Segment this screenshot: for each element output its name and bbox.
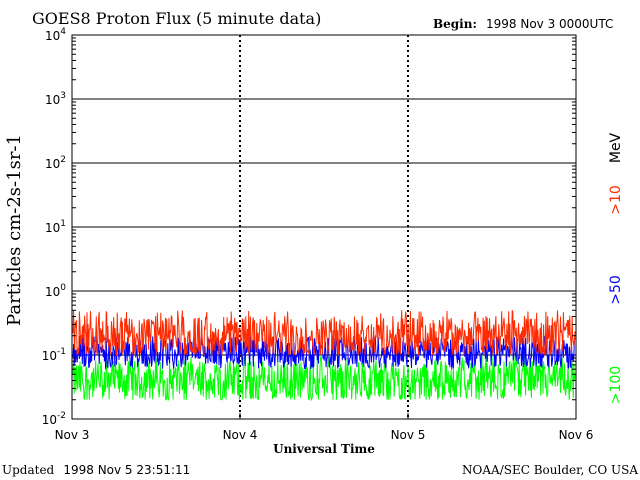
y-tick-label: 104 (45, 27, 66, 43)
y-tick-label: 100 (45, 283, 66, 299)
y-tick-base: 10 (45, 157, 60, 171)
y-tick-exponent: 1 (60, 219, 66, 229)
y-tick-base: 10 (45, 285, 60, 299)
y-tick-label: 103 (45, 91, 66, 107)
x-tick-label: Nov 3 (55, 428, 90, 442)
series-layer (72, 310, 576, 402)
legend-entry: >10 (608, 185, 624, 215)
x-axis-ticks: Nov 3 Nov 4 Nov 5 Nov 6 (55, 413, 594, 442)
y-tick-base: 10 (42, 349, 57, 363)
y-tick-exponent: -1 (57, 347, 66, 357)
x-tick-label: Nov 4 (223, 428, 258, 442)
y-tick-exponent: -2 (57, 411, 66, 421)
y-tick-label: 102 (45, 155, 66, 171)
y-tick-label: 10-1 (42, 347, 66, 363)
y-tick-exponent: 0 (60, 283, 66, 293)
y-tick-base: 10 (45, 93, 60, 107)
legend-entry: >100 (608, 366, 624, 404)
y-tick-base: 10 (42, 413, 57, 427)
y-tick-exponent: 2 (60, 155, 66, 165)
y-tick-exponent: 3 (60, 91, 66, 101)
begin-label: Begin: (433, 17, 477, 31)
updated-value: 1998 Nov 5 23:51:11 (63, 463, 190, 477)
legend-entry: >50 (608, 275, 624, 305)
chart-title: GOES8 Proton Flux (5 minute data) (32, 9, 321, 28)
x-axis-label: Universal Time (273, 442, 375, 456)
y-tick-label: 10-2 (42, 411, 66, 427)
legend-unit: MeV (608, 132, 624, 163)
footer-source: NOAA/SEC Boulder, CO USA (462, 463, 638, 477)
updated-label: Updated (2, 463, 55, 477)
series-line-2 (72, 354, 576, 402)
plot-frame (71, 34, 577, 420)
begin-value: 1998 Nov 3 0000UTC (486, 17, 613, 31)
legend: >10 >50 >100 MeV (608, 132, 624, 404)
y-axis-label: Particles cm-2s-1sr-1 (4, 134, 25, 326)
series-line-0 (72, 310, 576, 357)
y-tick-base: 10 (45, 221, 60, 235)
y-tick-label: 101 (45, 219, 66, 235)
begin-text: Begin: 1998 Nov 3 0000UTC (433, 13, 613, 32)
x-tick-label: Nov 5 (391, 428, 426, 442)
footer-updated: Updated 1998 Nov 5 23:51:11 (2, 459, 190, 478)
x-tick-label: Nov 6 (559, 428, 594, 442)
y-tick-base: 10 (45, 29, 60, 43)
y-tick-exponent: 4 (60, 27, 66, 37)
